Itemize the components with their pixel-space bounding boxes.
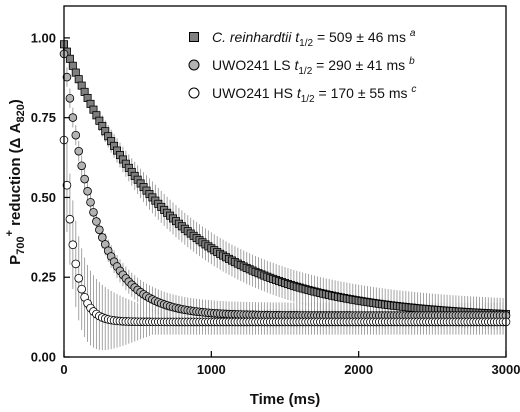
legend-t-symbol: t bbox=[295, 29, 300, 45]
x-tick-label: 1000 bbox=[197, 362, 226, 377]
data-point bbox=[83, 186, 92, 196]
legend-t-subscript: 1/2 bbox=[298, 66, 312, 77]
legend-marker-square bbox=[189, 32, 199, 42]
y-axis-title: P700+ reduction (Δ A820) bbox=[4, 99, 27, 265]
legend-marker-circle bbox=[188, 59, 200, 71]
data-markers bbox=[59, 40, 511, 327]
legend-superscript: a bbox=[410, 28, 416, 39]
data-point bbox=[62, 180, 72, 190]
data-point bbox=[95, 225, 104, 235]
legend-series-name: C. reinhardtii bbox=[212, 29, 292, 45]
data-point bbox=[71, 68, 80, 77]
data-point bbox=[68, 61, 77, 70]
legend-t-symbol: t bbox=[297, 85, 302, 101]
legend-entry-c-reinhardtii: C. reinhardtii t1/2 = 509 ± 46 ms a bbox=[189, 28, 416, 49]
data-point bbox=[68, 240, 78, 250]
legend-series-name: UWO241 LS bbox=[212, 57, 291, 73]
legend-label: UWO241 LS t1/2 = 290 ± 41 ms b bbox=[212, 56, 415, 77]
data-point bbox=[74, 146, 84, 156]
y-tick-label: 1.00 bbox=[31, 30, 56, 45]
data-point bbox=[89, 208, 98, 217]
legend-entry-uwo241-ls: UWO241 LS t1/2 = 290 ± 41 ms b bbox=[188, 56, 415, 77]
legend-label: UWO241 HS t1/2 = 170 ± 55 ms c bbox=[212, 84, 416, 105]
legend-stat: = 290 ± 41 ms bbox=[312, 57, 409, 73]
data-point bbox=[62, 72, 72, 82]
x-tick-label: 3000 bbox=[492, 362, 520, 377]
legend-t-symbol: t bbox=[294, 57, 299, 73]
y-tick-label: 0.00 bbox=[31, 350, 56, 365]
legend-stat: = 509 ± 46 ms bbox=[313, 29, 410, 45]
y-axis-title-sub: 700 bbox=[15, 236, 27, 254]
y-tick-label: 0.25 bbox=[31, 270, 56, 285]
data-point bbox=[71, 259, 81, 269]
legend-superscript: b bbox=[409, 56, 415, 67]
data-point bbox=[68, 113, 78, 122]
legend-t-subscript: 1/2 bbox=[299, 38, 313, 49]
data-point bbox=[65, 214, 75, 224]
data-point bbox=[86, 197, 95, 207]
legend-series-name: UWO241 HS bbox=[212, 85, 293, 101]
data-point bbox=[77, 284, 86, 294]
data-point bbox=[92, 217, 101, 226]
data-point bbox=[71, 130, 81, 140]
data-point bbox=[65, 93, 75, 103]
data-point bbox=[74, 274, 84, 283]
x-tick-label: 2000 bbox=[344, 362, 373, 377]
legend-stat: = 170 ± 55 ms bbox=[315, 85, 412, 101]
legend-entry-uwo241-hs: UWO241 HS t1/2 = 170 ± 55 ms c bbox=[188, 84, 416, 105]
y-tick-label: 0.75 bbox=[31, 110, 56, 125]
legend-superscript: c bbox=[411, 84, 416, 95]
data-point bbox=[80, 174, 89, 184]
y-tick-label: 0.50 bbox=[31, 190, 56, 205]
markers-series-2 bbox=[59, 135, 511, 327]
y-axis-title-sub2: 820 bbox=[15, 104, 27, 122]
legend-marker-circle bbox=[188, 87, 200, 99]
x-axis-title: Time (ms) bbox=[250, 391, 321, 408]
x-tick-label: 0 bbox=[60, 362, 67, 377]
markers-series-1 bbox=[59, 49, 511, 320]
axis-ticks: 0.00 0.25 0.50 0.75 1.00 0 1000 2000 3000 bbox=[31, 30, 520, 377]
plot-frame bbox=[63, 5, 507, 358]
y-axis-title-sup: + bbox=[4, 230, 16, 236]
y-axis-title-p: P bbox=[7, 255, 24, 265]
data-point bbox=[77, 161, 86, 171]
y-axis-title-end: ) bbox=[7, 99, 24, 104]
legend-t-subscript: 1/2 bbox=[301, 94, 315, 105]
legend-label: C. reinhardtii t1/2 = 509 ± 46 ms a bbox=[212, 28, 416, 49]
legend: C. reinhardtii t1/2 = 509 ± 46 ms a UWO2… bbox=[188, 28, 416, 105]
y-axis-title-mid: reduction (Δ A bbox=[7, 122, 24, 230]
